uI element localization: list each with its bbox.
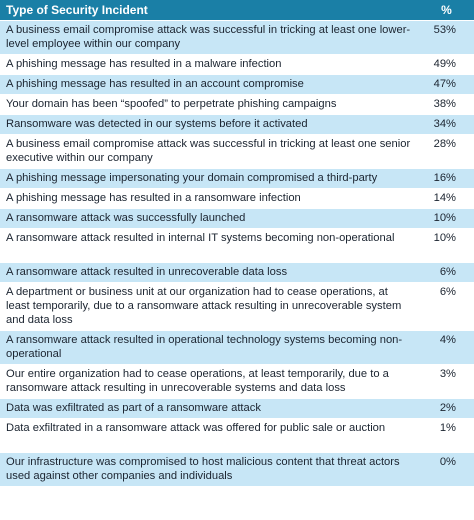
incident-percent-cell: 2% — [417, 398, 474, 419]
table-row: A ransomware attack resulted in internal… — [0, 228, 474, 263]
table-row: A phishing message has resulted in a ran… — [0, 188, 474, 209]
table-row: A phishing message has resulted in an ac… — [0, 74, 474, 95]
incident-type-cell: A department or business unit at our org… — [0, 282, 417, 331]
incident-type-cell: Ransomware was detected in our systems b… — [0, 114, 417, 135]
incident-type-cell: A ransomware attack resulted in operatio… — [0, 330, 417, 365]
incident-percent-cell: 28% — [417, 134, 474, 169]
table-row: Our infrastructure was compromised to ho… — [0, 452, 474, 487]
incident-percent-cell: 16% — [417, 168, 474, 189]
incident-percent-cell: 47% — [417, 74, 474, 95]
table-row: A ransomware attack resulted in unrecove… — [0, 262, 474, 283]
table-body: A business email compromise attack was s… — [0, 20, 474, 487]
table-row: A phishing message has resulted in a mal… — [0, 54, 474, 75]
incident-type-cell: Data exfiltrated in a ransomware attack … — [0, 418, 417, 453]
incident-type-cell: Your domain has been “spoofed” to perpet… — [0, 94, 417, 115]
incident-type-cell: A ransomware attack resulted in internal… — [0, 228, 417, 263]
incident-type-cell: A ransomware attack was successfully lau… — [0, 208, 417, 229]
incident-percent-cell: 6% — [417, 262, 474, 283]
incident-percent-cell: 0% — [417, 452, 474, 487]
table-header-row: Type of Security Incident % — [0, 0, 474, 21]
incident-type-cell: A ransomware attack resulted in unrecove… — [0, 262, 417, 283]
table-row: A ransomware attack resulted in operatio… — [0, 330, 474, 365]
incident-type-cell: A phishing message has resulted in a ran… — [0, 188, 417, 209]
table-row: Our entire organization had to cease ope… — [0, 364, 474, 399]
incident-type-cell: Our entire organization had to cease ope… — [0, 364, 417, 399]
incident-type-cell: A business email compromise attack was s… — [0, 134, 417, 169]
incident-percent-cell: 10% — [417, 228, 474, 263]
incident-percent-cell: 38% — [417, 94, 474, 115]
table-row: A business email compromise attack was s… — [0, 20, 474, 55]
incident-percent-cell: 4% — [417, 330, 474, 365]
table-row: A phishing message impersonating your do… — [0, 168, 474, 189]
incident-type-cell: A phishing message has resulted in a mal… — [0, 54, 417, 75]
incident-type-cell: A phishing message impersonating your do… — [0, 168, 417, 189]
table-row: Data was exfiltrated as part of a ransom… — [0, 398, 474, 419]
incident-type-cell: A phishing message has resulted in an ac… — [0, 74, 417, 95]
table-row: A ransomware attack was successfully lau… — [0, 208, 474, 229]
incident-percent-cell: 53% — [417, 20, 474, 55]
incident-type-cell: Data was exfiltrated as part of a ransom… — [0, 398, 417, 419]
table-row: Your domain has been “spoofed” to perpet… — [0, 94, 474, 115]
security-incident-table: Type of Security Incident % A business e… — [0, 0, 474, 487]
column-header-incident-type: Type of Security Incident — [0, 0, 417, 21]
table-row: A business email compromise attack was s… — [0, 134, 474, 169]
incident-percent-cell: 14% — [417, 188, 474, 209]
table-row: Data exfiltrated in a ransomware attack … — [0, 418, 474, 453]
incident-percent-cell: 49% — [417, 54, 474, 75]
column-header-percent: % — [417, 0, 474, 21]
table-header: Type of Security Incident % — [0, 0, 474, 21]
incident-percent-cell: 10% — [417, 208, 474, 229]
table-row: A department or business unit at our org… — [0, 282, 474, 331]
incident-type-cell: A business email compromise attack was s… — [0, 20, 417, 55]
incident-percent-cell: 1% — [417, 418, 474, 453]
incident-percent-cell: 34% — [417, 114, 474, 135]
table-row: Ransomware was detected in our systems b… — [0, 114, 474, 135]
incident-percent-cell: 3% — [417, 364, 474, 399]
incident-percent-cell: 6% — [417, 282, 474, 331]
incident-type-cell: Our infrastructure was compromised to ho… — [0, 452, 417, 487]
